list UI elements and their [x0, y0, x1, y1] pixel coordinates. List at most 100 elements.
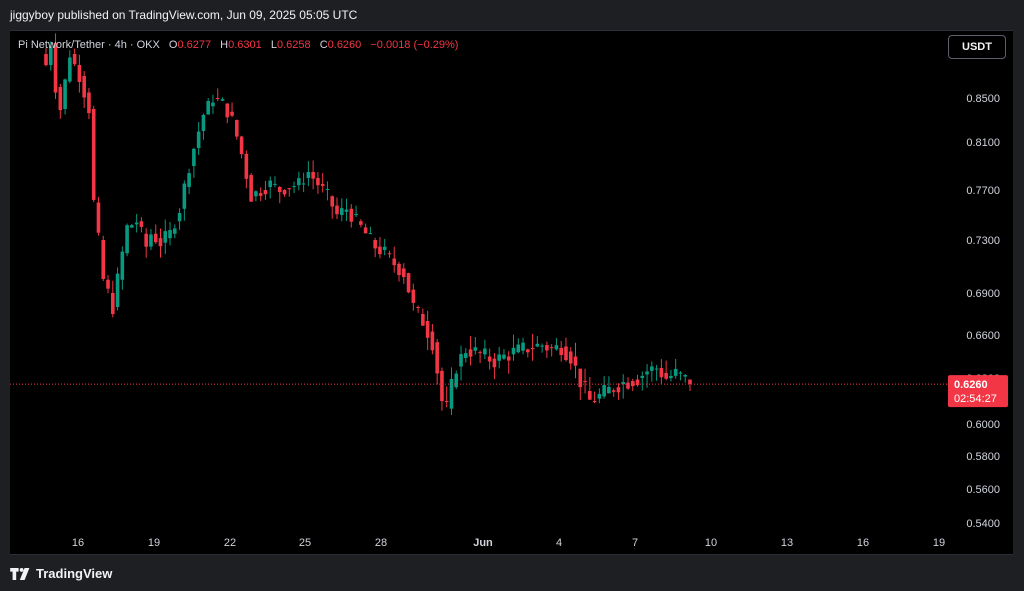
candle-body: [387, 253, 392, 255]
header-bar: jiggyboy published on TradingView.com, J…: [0, 0, 1024, 30]
candle-body: [535, 343, 540, 347]
currency-button[interactable]: USDT: [948, 35, 1006, 59]
candle-body: [106, 279, 110, 289]
candle-body: [125, 225, 129, 254]
candle-body: [263, 190, 268, 195]
candle-body: [502, 354, 506, 359]
candle-body: [120, 251, 125, 280]
y-tick-label: 0.8100: [966, 137, 1000, 149]
candle-body: [249, 175, 253, 202]
candle-body: [48, 46, 53, 65]
candle-body: [158, 238, 163, 247]
x-tick-label: 25: [299, 537, 311, 549]
candle-body: [96, 202, 101, 233]
candle-body: [349, 208, 354, 222]
candle-body: [382, 246, 387, 250]
candle-body: [645, 371, 649, 375]
x-tick-label: 22: [224, 537, 236, 549]
brand-name: TradingView: [36, 566, 113, 581]
candle-body: [139, 221, 144, 227]
candle-body: [144, 233, 148, 247]
candle-body: [173, 228, 177, 234]
x-tick-label: 13: [781, 537, 793, 549]
candle-body: [545, 345, 549, 351]
published-text: jiggyboy published on TradingView.com, J…: [10, 8, 358, 22]
candle-body: [611, 390, 616, 392]
y-tick-label: 0.6000: [966, 419, 1000, 431]
y-tick-label: 0.6600: [966, 330, 1000, 342]
candle-body: [206, 101, 210, 115]
candle-body: [616, 387, 621, 393]
candle-body: [511, 347, 516, 355]
symbol-name[interactable]: Pi Network/Tether · 4h · OKX: [18, 39, 160, 51]
x-tick-label: 10: [705, 537, 717, 549]
candle-body: [650, 366, 654, 371]
candle-body: [568, 351, 573, 364]
candle-body: [215, 98, 220, 99]
candle-body: [311, 172, 315, 179]
candle-body: [44, 54, 48, 66]
candle-body: [578, 368, 583, 388]
close-value: 0.6260: [327, 39, 362, 51]
candle-body: [497, 354, 501, 361]
candle-body: [530, 347, 535, 350]
candle-body: [330, 196, 335, 207]
candle-body: [425, 321, 430, 338]
candle-body: [554, 345, 559, 350]
x-tick-label: 16: [857, 537, 869, 549]
candle-body: [273, 183, 277, 185]
candle-body: [115, 273, 120, 307]
candle-body: [454, 373, 459, 388]
candle-body: [564, 346, 568, 361]
candle-body: [573, 356, 578, 366]
candle-body: [359, 221, 363, 225]
candle-body: [468, 349, 473, 357]
candle-body: [339, 208, 344, 215]
candle-body: [492, 358, 497, 368]
candle-body: [688, 379, 692, 385]
candle-body: [235, 120, 239, 137]
candle-body: [654, 368, 659, 370]
candle-body: [91, 109, 96, 200]
candle-body: [607, 386, 611, 394]
candle-body: [244, 154, 249, 179]
candle-body: [177, 213, 182, 222]
candle-body: [373, 240, 377, 249]
price-chart[interactable]: 0.8500 0.8100 0.7700 0.7300 0.6900 0.6600 0.63…: [10, 31, 1013, 554]
candle-body: [368, 233, 373, 235]
candle-body: [201, 114, 206, 131]
chart-frame[interactable]: Pi Network/Tether · 4h · OKX O0.6277 H0.…: [10, 30, 1013, 555]
candle-body: [187, 173, 191, 187]
y-tick-label: 0.7300: [966, 235, 1000, 247]
footer: TradingView: [10, 566, 112, 581]
candle-body: [597, 393, 602, 399]
candle-body: [430, 331, 435, 351]
y-tick-label: 0.7700: [966, 185, 1000, 197]
candle-body: [473, 347, 478, 351]
price-tag-countdown: 02:54:27: [954, 393, 997, 405]
candle-body: [526, 349, 530, 353]
candle-body: [320, 184, 325, 186]
candle-body: [673, 368, 678, 376]
candle-body: [416, 307, 420, 308]
candle-body: [254, 191, 258, 197]
x-tick-label: Jun: [473, 537, 493, 549]
candle-body: [196, 131, 201, 148]
candle-body: [664, 372, 668, 379]
candle-body: [592, 401, 597, 403]
candle-body: [630, 381, 635, 387]
x-tick-label: 4: [556, 537, 562, 549]
candle-body: [268, 180, 273, 187]
candle-body: [325, 188, 330, 190]
x-tick-label: 19: [933, 537, 945, 549]
x-tick-label: 19: [148, 537, 160, 549]
candle-body: [378, 246, 382, 255]
y-tick-label: 0.8500: [966, 93, 1000, 105]
candle-body: [483, 348, 487, 355]
candle-body: [392, 258, 397, 266]
candle-body: [397, 263, 401, 276]
candle-body: [316, 178, 320, 186]
candle-body: [301, 183, 306, 185]
candle-body: [282, 190, 287, 195]
candle-body: [230, 111, 234, 116]
